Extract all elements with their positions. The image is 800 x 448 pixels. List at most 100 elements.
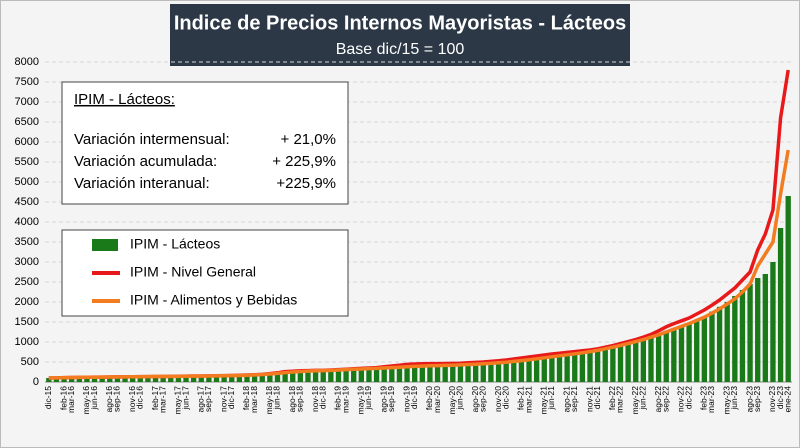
- bar: [755, 278, 761, 382]
- y-tick-label: 500: [21, 356, 39, 368]
- y-tick-label: 4500: [15, 196, 39, 208]
- bar: [168, 376, 174, 382]
- chart-title: Indice de Precios Internos Mayoristas - …: [174, 12, 626, 34]
- bar: [335, 370, 342, 382]
- x-tick-label: nov-22: [676, 386, 686, 412]
- bar: [412, 367, 418, 382]
- bar: [320, 370, 326, 382]
- x-tick-label: feb-16: [58, 386, 68, 410]
- bar: [633, 341, 639, 382]
- x-tick-label: ago-21: [561, 386, 571, 413]
- bar: [396, 367, 403, 382]
- bar: [389, 367, 395, 382]
- x-tick-label: dic-22: [683, 386, 693, 409]
- info-value: +225,9%: [276, 175, 336, 192]
- bar: [404, 367, 410, 382]
- y-tick-label: 2500: [15, 276, 39, 288]
- x-tick-label: ago-17: [196, 386, 206, 413]
- x-tick-label: may-19: [356, 386, 366, 415]
- y-tick-label: 4000: [15, 216, 39, 228]
- info-label: Variación intermensual:: [74, 131, 230, 148]
- x-tick-label: ene-24: [782, 386, 792, 413]
- plot: 0 500 1000 1500 2000 2500 3000 3500 4000 4500 5000…: [15, 56, 793, 414]
- x-tick-label: feb-17: [150, 386, 160, 410]
- bar: [236, 375, 243, 382]
- bar: [739, 290, 746, 382]
- x-tick-label: may-20: [447, 386, 457, 415]
- x-tick-label: jun-16: [89, 386, 99, 411]
- bar: [107, 376, 113, 382]
- bar: [69, 377, 75, 382]
- x-tick-label: feb-19: [333, 386, 343, 410]
- x-tick-label: jun-23: [729, 386, 739, 411]
- bar: [701, 316, 708, 382]
- bar: [648, 336, 654, 382]
- bar: [450, 366, 456, 382]
- x-tick-label: nov-16: [127, 386, 137, 412]
- bar: [518, 361, 525, 382]
- info-title: IPIM - Lácteos:: [74, 91, 175, 108]
- bar: [442, 366, 448, 382]
- x-tick-label: feb-22: [607, 386, 617, 410]
- y-tick-label: 2000: [15, 296, 39, 308]
- title-box: [170, 4, 630, 66]
- x-tick-label: ago-22: [653, 386, 663, 413]
- bar: [770, 262, 776, 382]
- x-tick-label: may-22: [630, 386, 640, 415]
- bar: [724, 302, 730, 382]
- bar: [709, 311, 715, 382]
- x-tick-label: mar-18: [249, 386, 259, 413]
- bar: [213, 375, 220, 382]
- bar: [617, 345, 624, 382]
- bar: [61, 377, 67, 382]
- info-box: [61, 81, 349, 205]
- x-tick-label: jun-20: [455, 386, 465, 411]
- bar: [480, 364, 486, 382]
- bar: [91, 377, 98, 382]
- y-tick-label: 7000: [15, 96, 39, 108]
- bar: [175, 376, 182, 382]
- x-tick-label: nov-23: [767, 386, 777, 412]
- line: [48, 149, 790, 380]
- x-tick-label: jun-17: [180, 386, 190, 411]
- x-tick-label: feb-20: [424, 386, 434, 410]
- bar: [152, 376, 159, 382]
- bar: [183, 376, 189, 382]
- x-tick-label: mar-19: [340, 386, 350, 413]
- bar: [511, 362, 517, 382]
- y-tick-label: 3500: [15, 236, 39, 248]
- bar: [206, 375, 212, 382]
- bar: [625, 343, 631, 382]
- x-tick-label: sep-23: [752, 386, 762, 412]
- bar: [358, 369, 364, 382]
- bar: [312, 370, 319, 382]
- bar: [663, 330, 669, 382]
- x-tick-label: feb-18: [241, 386, 251, 410]
- bar: [777, 228, 784, 382]
- bar: [526, 360, 532, 382]
- bar: [419, 366, 425, 382]
- bar: [328, 370, 334, 382]
- bar: [747, 284, 753, 382]
- y-tick-label: 6000: [15, 136, 39, 148]
- x-tick-label: nov-20: [493, 386, 503, 412]
- bar: [198, 375, 204, 382]
- x-tick-label: sep-18: [295, 386, 305, 412]
- x-tick-label: jun-21: [546, 386, 556, 411]
- bar: [160, 376, 166, 382]
- bar: [137, 376, 143, 382]
- bar: [579, 353, 586, 382]
- bar: [694, 320, 700, 382]
- bar: [564, 355, 570, 382]
- x-tick-label: nov-18: [310, 386, 320, 412]
- x-tick-label: may-18: [264, 386, 274, 415]
- bar: [488, 364, 494, 382]
- bar: [655, 333, 662, 382]
- x-tick-label: ago-23: [744, 386, 754, 413]
- y-tick-label: 8000: [15, 56, 39, 68]
- y-tick-label: 0: [33, 376, 39, 388]
- y-tick-label: 3000: [15, 256, 39, 268]
- bar: [716, 306, 723, 382]
- bar: [671, 328, 677, 382]
